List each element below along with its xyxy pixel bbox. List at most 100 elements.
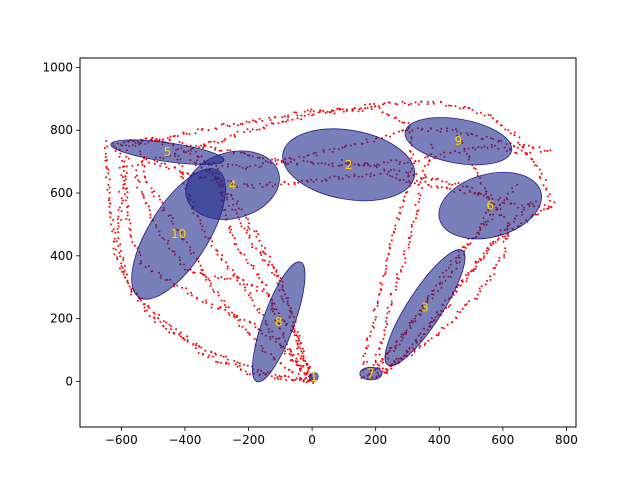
data-point bbox=[243, 253, 246, 256]
data-point bbox=[143, 306, 146, 309]
data-point bbox=[300, 350, 303, 353]
data-point bbox=[152, 195, 155, 198]
data-point bbox=[192, 343, 195, 345]
data-point bbox=[268, 260, 271, 263]
data-point bbox=[124, 276, 126, 279]
data-point bbox=[162, 320, 165, 323]
data-point bbox=[542, 208, 545, 211]
data-point bbox=[398, 211, 401, 214]
data-point bbox=[244, 289, 247, 292]
data-point bbox=[239, 122, 242, 125]
data-point bbox=[117, 208, 120, 211]
data-point bbox=[527, 144, 530, 147]
data-point bbox=[159, 320, 162, 323]
data-point bbox=[486, 252, 488, 255]
data-point bbox=[202, 273, 205, 276]
data-point bbox=[205, 301, 208, 304]
data-point bbox=[430, 185, 433, 188]
data-point bbox=[362, 361, 365, 363]
data-point bbox=[296, 347, 299, 350]
data-point bbox=[210, 350, 213, 353]
data-point bbox=[549, 199, 551, 202]
data-point bbox=[532, 160, 535, 163]
data-point bbox=[120, 250, 122, 252]
data-point bbox=[441, 180, 444, 183]
data-point bbox=[364, 352, 367, 355]
data-point bbox=[521, 145, 524, 148]
x-tick-label: −600 bbox=[105, 433, 138, 447]
data-point bbox=[493, 273, 496, 276]
data-point bbox=[476, 174, 479, 177]
data-point bbox=[243, 227, 246, 230]
data-point bbox=[159, 164, 162, 167]
data-point bbox=[233, 315, 236, 318]
data-point bbox=[296, 117, 299, 120]
data-point bbox=[414, 101, 417, 104]
data-point bbox=[229, 134, 232, 137]
data-point bbox=[198, 345, 201, 348]
data-point bbox=[194, 347, 197, 350]
data-point bbox=[233, 237, 236, 240]
data-point bbox=[467, 273, 470, 276]
data-point bbox=[211, 303, 214, 306]
data-point bbox=[238, 218, 241, 221]
cluster-label-5: 5 bbox=[164, 145, 172, 159]
data-point bbox=[246, 283, 249, 286]
data-point bbox=[174, 166, 177, 169]
data-point bbox=[105, 167, 108, 170]
data-point bbox=[483, 114, 486, 117]
data-point bbox=[216, 361, 219, 364]
data-point bbox=[263, 259, 266, 262]
data-point bbox=[353, 107, 356, 109]
data-point bbox=[180, 171, 182, 174]
data-point bbox=[212, 288, 215, 291]
data-point bbox=[153, 312, 156, 315]
data-point bbox=[417, 192, 420, 195]
data-point bbox=[542, 184, 545, 187]
data-point bbox=[123, 160, 126, 163]
cluster-ellipse-6 bbox=[438, 171, 542, 240]
data-point bbox=[131, 164, 134, 167]
data-point bbox=[254, 120, 257, 123]
data-point bbox=[261, 259, 264, 262]
data-point bbox=[418, 160, 420, 163]
data-point bbox=[242, 278, 245, 281]
data-point bbox=[394, 102, 397, 105]
data-point bbox=[250, 264, 253, 267]
data-point bbox=[209, 140, 212, 143]
data-point bbox=[420, 100, 423, 103]
data-point bbox=[114, 231, 117, 234]
data-point bbox=[300, 118, 303, 121]
data-point bbox=[421, 187, 423, 190]
y-tick-label: 400 bbox=[50, 249, 73, 263]
data-point bbox=[245, 258, 248, 261]
data-point bbox=[169, 328, 172, 331]
data-point bbox=[497, 259, 500, 262]
data-point bbox=[518, 136, 521, 139]
data-point bbox=[546, 207, 549, 210]
data-point bbox=[119, 255, 122, 258]
data-point bbox=[124, 175, 127, 178]
data-point bbox=[393, 117, 396, 120]
data-point bbox=[126, 191, 129, 194]
data-point bbox=[300, 355, 303, 358]
data-point bbox=[124, 199, 127, 202]
data-point bbox=[103, 147, 106, 150]
data-point bbox=[235, 243, 238, 246]
data-point bbox=[123, 179, 126, 182]
x-tick-label: 0 bbox=[308, 433, 316, 447]
data-point bbox=[112, 247, 115, 250]
data-point bbox=[138, 180, 141, 183]
data-point bbox=[147, 161, 150, 164]
data-point bbox=[251, 128, 254, 131]
data-point bbox=[415, 179, 418, 182]
data-point bbox=[374, 318, 377, 321]
data-point bbox=[258, 311, 261, 314]
data-point bbox=[372, 326, 375, 329]
data-point bbox=[287, 114, 289, 117]
data-point bbox=[251, 246, 254, 249]
data-point bbox=[147, 205, 150, 208]
data-point bbox=[423, 344, 426, 346]
data-point bbox=[398, 120, 401, 122]
data-point bbox=[375, 316, 377, 319]
